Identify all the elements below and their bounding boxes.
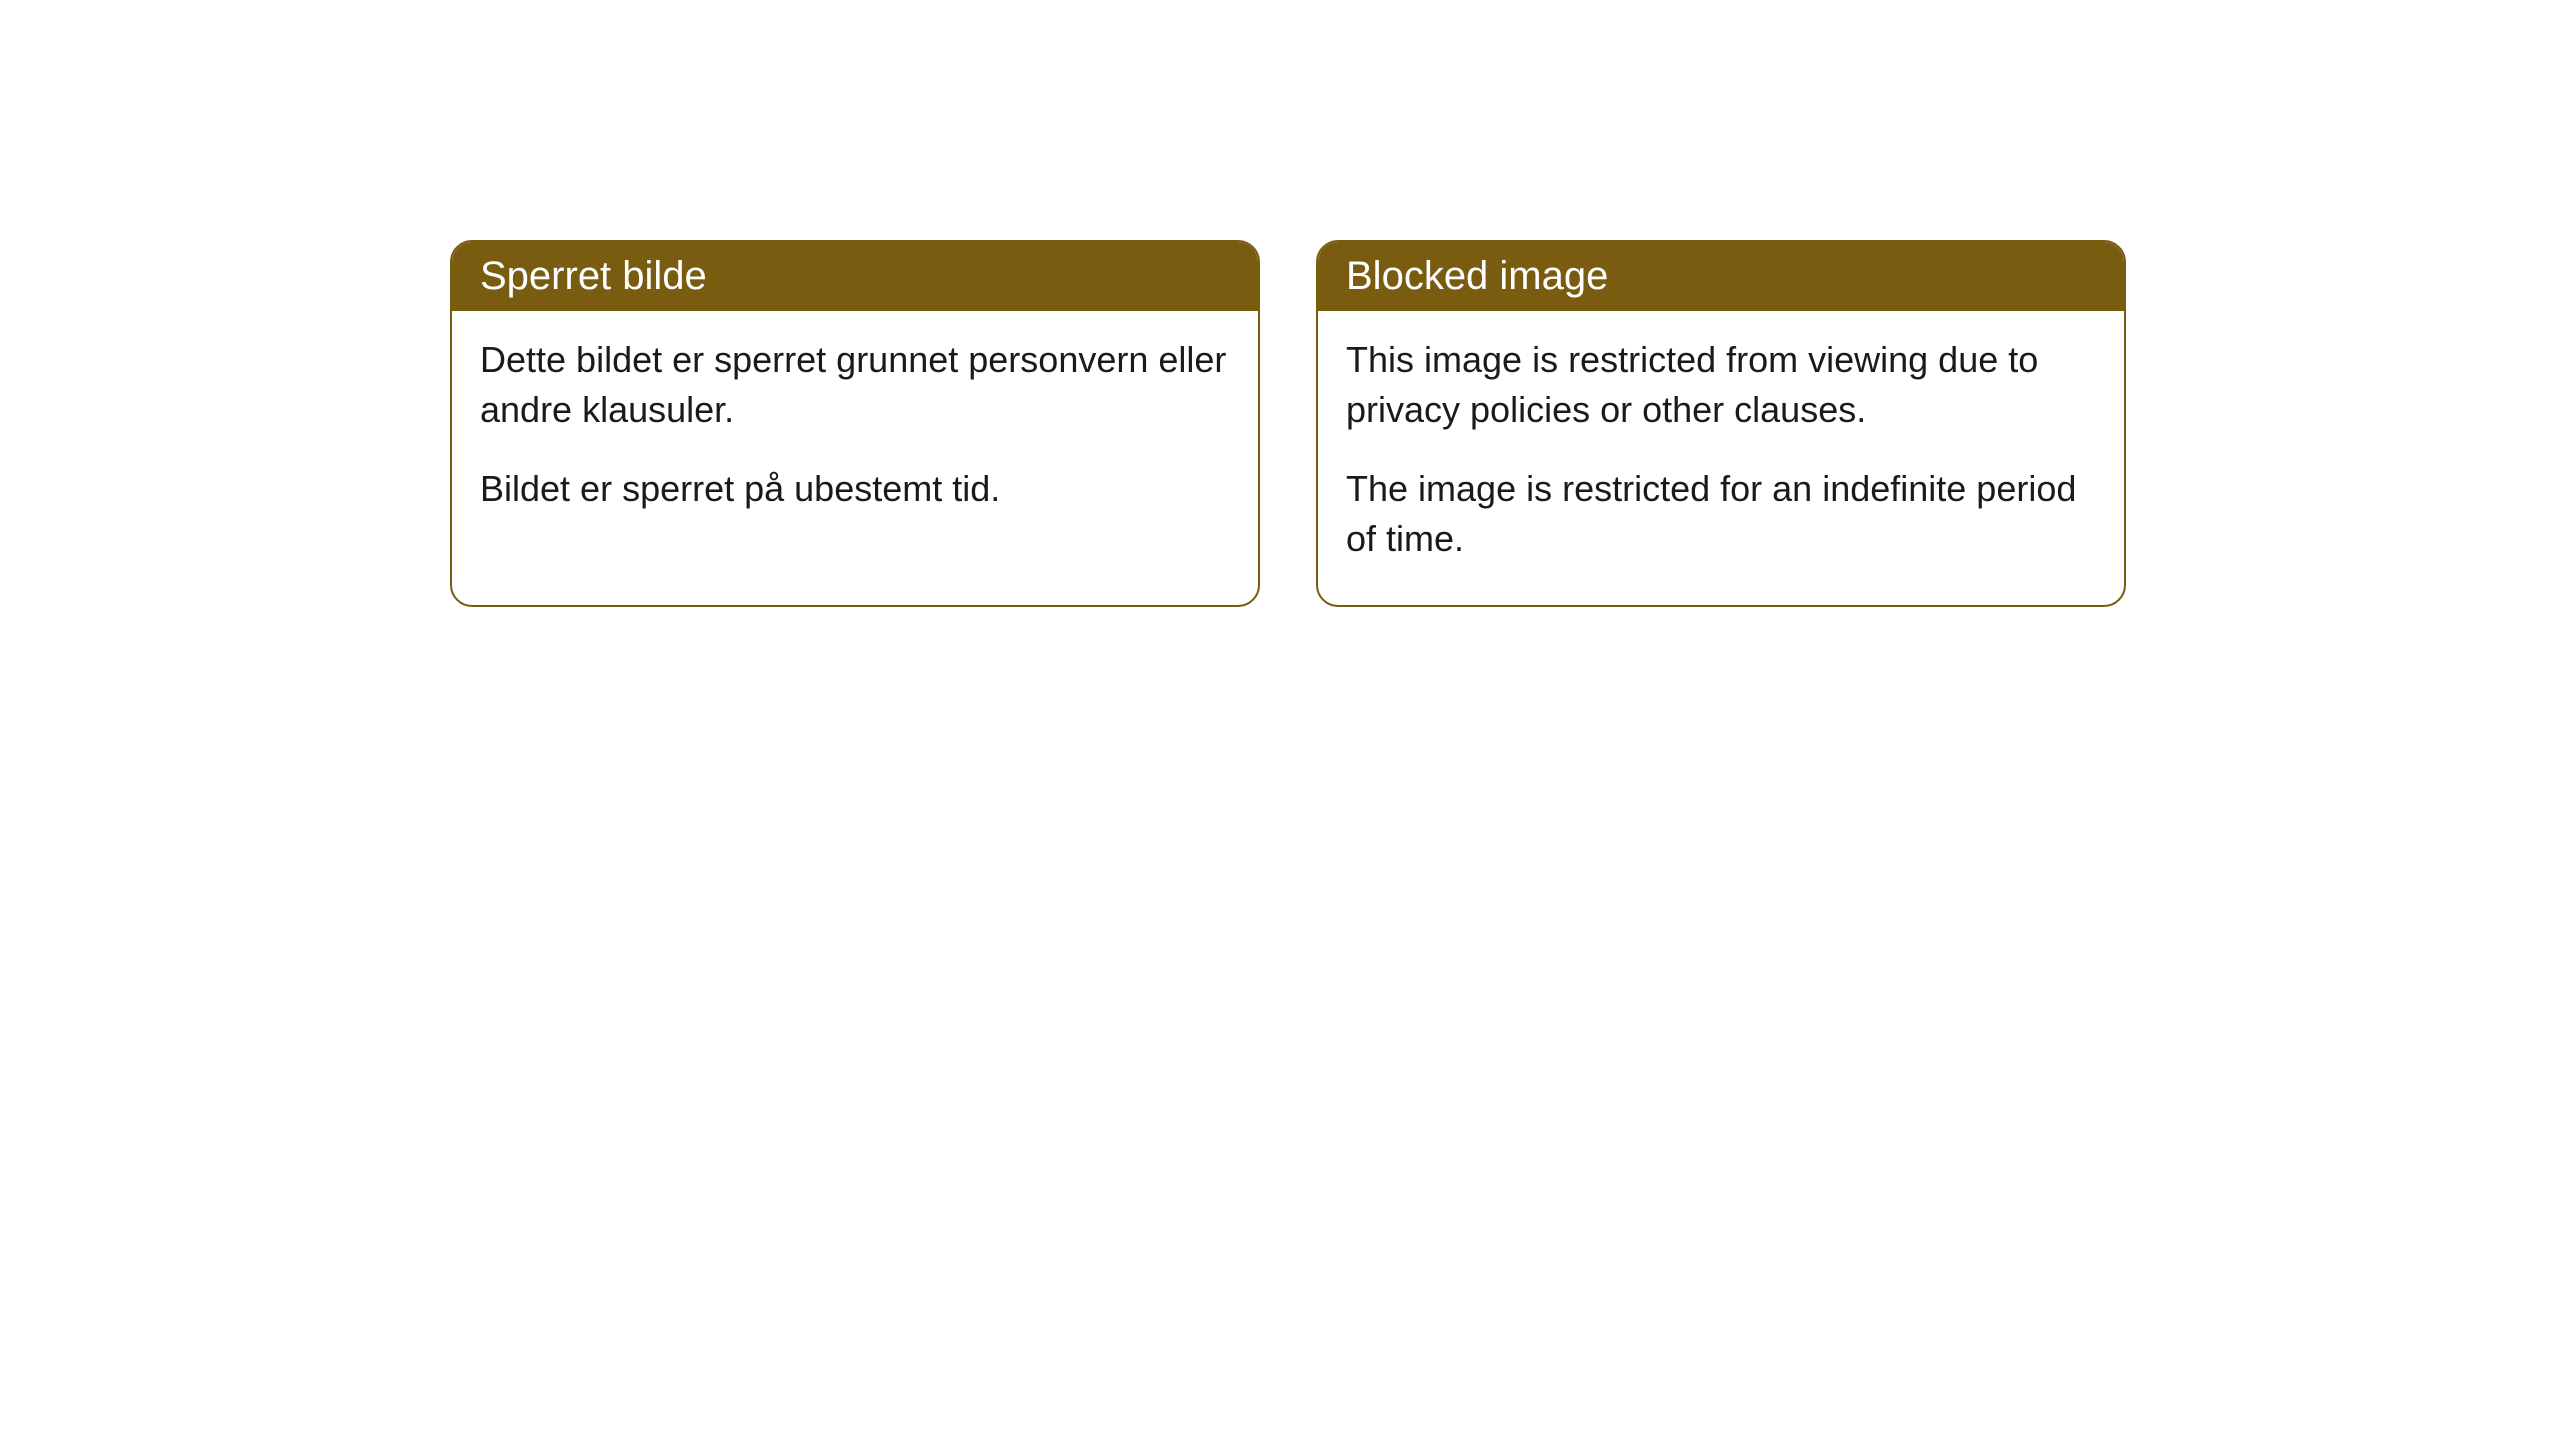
card-title: Blocked image [1346,254,1608,298]
card-header-norwegian: Sperret bilde [452,242,1258,311]
card-title: Sperret bilde [480,254,707,298]
card-paragraph: This image is restricted from viewing du… [1346,335,2096,436]
card-header-english: Blocked image [1318,242,2124,311]
card-norwegian: Sperret bilde Dette bildet er sperret gr… [450,240,1260,607]
card-paragraph: Dette bildet er sperret grunnet personve… [480,335,1230,436]
cards-container: Sperret bilde Dette bildet er sperret gr… [450,240,2126,607]
card-body-norwegian: Dette bildet er sperret grunnet personve… [452,311,1258,554]
card-body-english: This image is restricted from viewing du… [1318,311,2124,605]
card-english: Blocked image This image is restricted f… [1316,240,2126,607]
card-paragraph: Bildet er sperret på ubestemt tid. [480,464,1230,514]
card-paragraph: The image is restricted for an indefinit… [1346,464,2096,565]
